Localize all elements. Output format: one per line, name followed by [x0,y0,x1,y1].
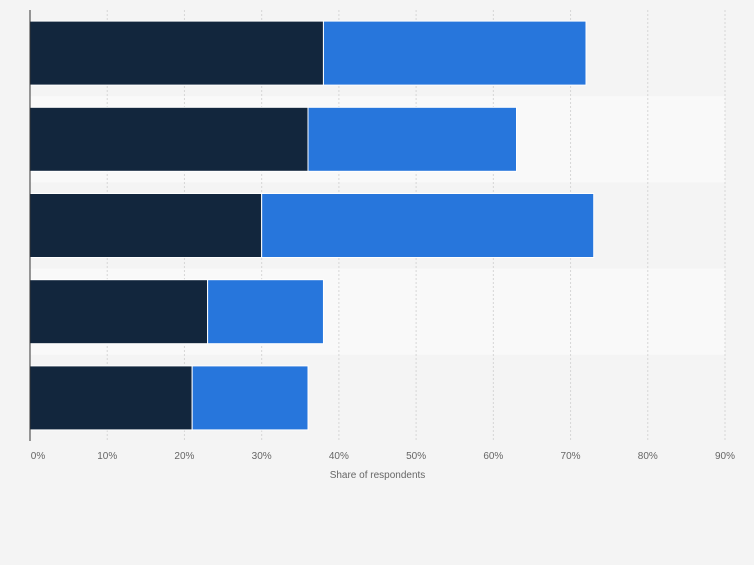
x-tick-label: 80% [638,451,658,462]
x-tick-label: 10% [97,451,117,462]
bar-series-2 [322,20,587,86]
x-tick-label: 20% [174,451,194,462]
bar-series-2 [261,193,595,258]
bar-series-1 [29,20,324,86]
bar-series-2 [191,365,309,431]
bar-series-1 [29,279,209,345]
bar-series-2 [207,279,324,345]
bars [29,20,595,431]
x-tick-labels: 0% 10% 20% 30% 40% 50% 60% 70% 80% 90% [31,451,735,462]
bar-series-1 [29,106,309,172]
x-tick-label: 60% [483,451,503,462]
x-tick-label: 40% [329,451,349,462]
x-tick-label: 70% [561,451,581,462]
x-tick-label: 90% [715,451,735,462]
x-tick-label: 0% [31,451,46,462]
x-tick-label: 30% [252,451,272,462]
bar-series-2 [307,106,517,172]
x-tick-label: 50% [406,451,426,462]
bar-series-1 [29,193,263,258]
x-axis-label: Share of respondents [330,470,426,481]
bar-series-1 [29,365,193,431]
